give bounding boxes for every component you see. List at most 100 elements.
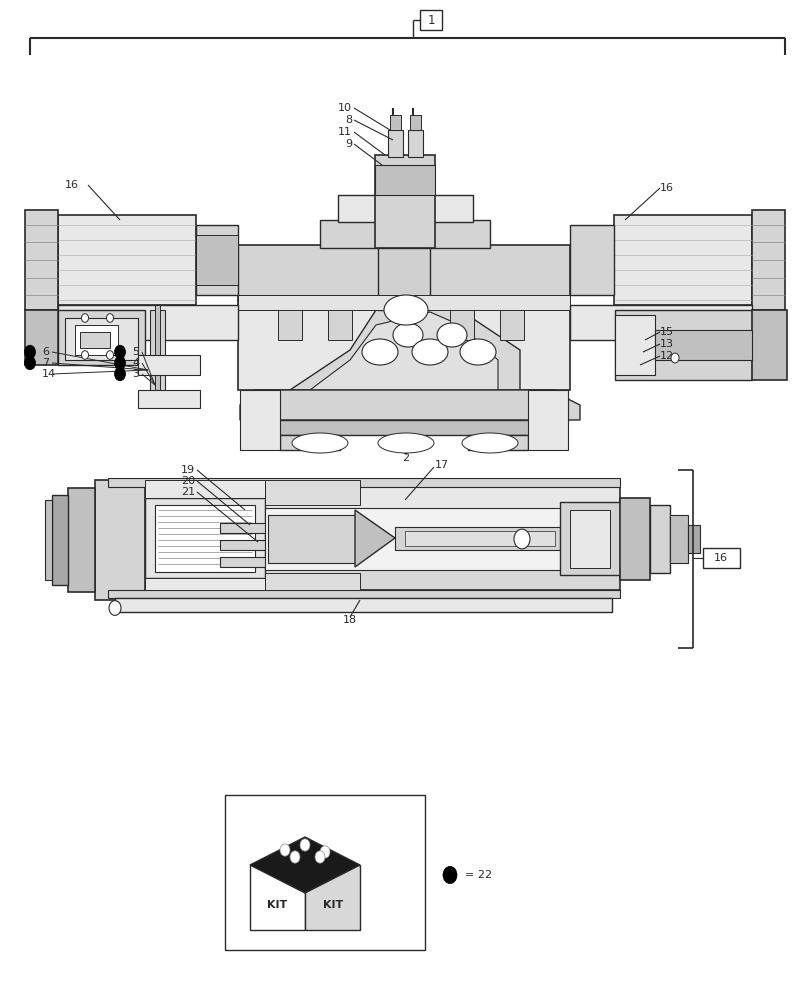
Text: 17: 17 (435, 460, 448, 470)
Polygon shape (145, 578, 264, 590)
Text: 1: 1 (427, 13, 434, 26)
Text: 14: 14 (42, 369, 56, 379)
Polygon shape (250, 837, 359, 893)
Text: 19: 19 (181, 465, 195, 475)
Text: KIT: KIT (323, 900, 343, 910)
Polygon shape (305, 865, 359, 930)
Circle shape (670, 353, 678, 363)
Polygon shape (500, 310, 523, 340)
Ellipse shape (436, 323, 466, 347)
Polygon shape (405, 531, 554, 546)
Text: 15: 15 (659, 327, 673, 337)
Polygon shape (75, 325, 118, 355)
Ellipse shape (411, 339, 448, 365)
Polygon shape (751, 310, 786, 380)
Bar (702, 548, 739, 568)
Polygon shape (150, 310, 165, 395)
Polygon shape (320, 220, 489, 248)
Ellipse shape (378, 433, 433, 453)
Polygon shape (115, 487, 620, 545)
Polygon shape (354, 510, 394, 567)
Polygon shape (467, 435, 527, 450)
Polygon shape (238, 295, 569, 310)
Polygon shape (527, 390, 568, 450)
Circle shape (315, 851, 324, 863)
Text: 4: 4 (132, 358, 139, 368)
Polygon shape (238, 300, 569, 390)
Text: 9: 9 (345, 139, 351, 149)
Circle shape (114, 345, 126, 359)
Polygon shape (751, 210, 784, 310)
Circle shape (290, 851, 299, 863)
Polygon shape (108, 478, 620, 487)
Ellipse shape (460, 339, 496, 365)
Polygon shape (375, 155, 435, 248)
Polygon shape (138, 355, 200, 375)
Polygon shape (654, 330, 751, 360)
Polygon shape (407, 130, 423, 157)
Text: = 22: = 22 (465, 870, 491, 880)
Bar (419, 10, 441, 30)
Polygon shape (220, 523, 270, 533)
Polygon shape (649, 505, 669, 573)
Polygon shape (145, 480, 264, 498)
Bar (389, 115, 401, 130)
Polygon shape (264, 573, 359, 590)
Ellipse shape (384, 295, 427, 325)
Polygon shape (95, 480, 145, 600)
Ellipse shape (393, 323, 423, 347)
Circle shape (299, 839, 310, 851)
Ellipse shape (362, 339, 397, 365)
Circle shape (24, 356, 36, 370)
Polygon shape (80, 332, 109, 348)
Text: 6: 6 (42, 347, 49, 357)
Text: 16: 16 (659, 183, 673, 193)
Text: 18: 18 (342, 615, 357, 625)
Polygon shape (238, 245, 569, 300)
Text: 16: 16 (713, 553, 727, 563)
Polygon shape (388, 130, 402, 157)
Polygon shape (45, 500, 52, 580)
Text: 12: 12 (659, 351, 673, 361)
Circle shape (106, 314, 114, 322)
Polygon shape (68, 488, 95, 592)
Polygon shape (613, 215, 751, 305)
Polygon shape (25, 310, 58, 365)
Text: 10: 10 (337, 103, 351, 113)
Polygon shape (155, 305, 160, 402)
Circle shape (81, 314, 88, 322)
Circle shape (443, 866, 457, 884)
Polygon shape (560, 502, 620, 575)
Text: 5: 5 (132, 347, 139, 357)
Polygon shape (58, 215, 195, 305)
Polygon shape (155, 505, 255, 572)
Text: 13: 13 (659, 339, 673, 349)
Polygon shape (264, 508, 579, 570)
Polygon shape (449, 310, 474, 340)
Text: 11: 11 (337, 127, 351, 137)
Polygon shape (250, 865, 305, 930)
Text: 2: 2 (402, 453, 409, 463)
Polygon shape (145, 498, 264, 578)
Polygon shape (220, 557, 270, 567)
Polygon shape (310, 312, 497, 390)
Polygon shape (569, 305, 751, 340)
Polygon shape (58, 305, 238, 340)
Polygon shape (337, 195, 473, 222)
Bar (410, 115, 420, 130)
Circle shape (320, 846, 329, 858)
Polygon shape (290, 295, 519, 390)
Text: KIT: KIT (267, 900, 287, 910)
Text: 8: 8 (345, 115, 351, 125)
Polygon shape (620, 498, 649, 580)
Circle shape (81, 351, 88, 359)
Polygon shape (195, 235, 238, 285)
Polygon shape (569, 225, 613, 295)
Text: 21: 21 (181, 487, 195, 497)
Polygon shape (328, 310, 351, 340)
Polygon shape (240, 390, 280, 450)
Polygon shape (52, 495, 68, 585)
Polygon shape (240, 390, 579, 420)
Polygon shape (687, 525, 699, 553)
Circle shape (106, 351, 114, 359)
